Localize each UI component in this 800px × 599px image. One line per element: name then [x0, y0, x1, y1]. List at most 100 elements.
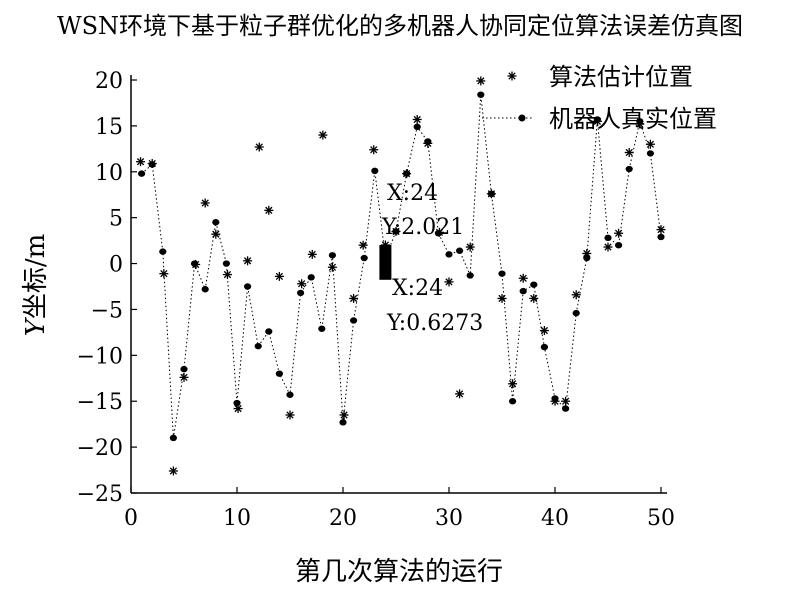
- estimated-position-point: [412, 114, 422, 124]
- y-tick-label: 10: [95, 161, 123, 186]
- estimated-position-point: [274, 271, 284, 281]
- estimated-position-point: [592, 116, 602, 126]
- real-position-point: [466, 272, 474, 279]
- chart-title: WSN环境下基于粒子群优化的多机器人协同定位算法误差仿真图: [57, 12, 743, 40]
- legend-estimated-marker: [507, 71, 517, 81]
- real-position-point: [339, 419, 347, 426]
- real-position-point: [615, 242, 623, 249]
- estimated-position-point: [254, 142, 264, 152]
- estimated-position-point: [358, 240, 368, 250]
- real-position-point: [456, 247, 464, 254]
- data-tip-estimated-x: X:24: [387, 181, 438, 206]
- estimated-position-point: [571, 290, 581, 300]
- estimated-position-point: [561, 396, 571, 406]
- y-tick-label: 15: [95, 115, 123, 140]
- estimated-position-point: [529, 293, 539, 303]
- estimated-position-point: [233, 404, 243, 414]
- estimated-position-point: [327, 262, 337, 272]
- y-tick-label: 0: [109, 253, 123, 278]
- estimated-position-point: [222, 270, 232, 280]
- real-position-point: [275, 370, 283, 377]
- estimated-position-point: [243, 256, 253, 266]
- real-position-point: [625, 165, 633, 173]
- estimated-position-point: [635, 119, 645, 129]
- real-position-point: [233, 399, 241, 407]
- estimated-position-point: [147, 159, 157, 169]
- real-position-point: [350, 317, 358, 324]
- real-position-point: [159, 248, 167, 255]
- y-tick-label: −15: [77, 390, 123, 415]
- plot-axes: [130, 75, 667, 494]
- y-tick-label: −20: [77, 436, 123, 461]
- x-tick-label: 50: [647, 506, 675, 531]
- real-position-point: [477, 91, 485, 98]
- data-tip-real-y: Y:0.6273: [386, 311, 483, 336]
- real-position-point: [180, 365, 188, 373]
- estimated-position-point: [349, 293, 359, 303]
- real-position-point: [254, 342, 262, 350]
- real-position-point: [201, 286, 209, 293]
- estimated-position-point: [307, 249, 317, 259]
- real-position-point: [657, 233, 665, 241]
- estimated-position-point: [391, 226, 401, 236]
- real-position-point: [212, 219, 220, 226]
- estimated-position-point: [211, 229, 221, 239]
- real-position-point: [244, 283, 252, 290]
- real-position-point: [138, 170, 146, 177]
- real-position-line: [141, 94, 662, 439]
- real-position-point: [562, 405, 570, 412]
- y-tick-label: −10: [77, 344, 123, 369]
- real-position-point: [646, 150, 655, 157]
- real-position-point: [286, 391, 294, 398]
- y-axis-label-italic: Y: [21, 316, 51, 336]
- real-position-point: [583, 254, 591, 262]
- x-axis-label: 第几次算法的运行: [295, 557, 503, 587]
- estimated-position-point: [550, 396, 560, 406]
- estimated-position-point: [434, 227, 444, 237]
- estimated-position-point: [369, 145, 379, 155]
- y-tick-label: −5: [91, 298, 123, 323]
- x-tick-label: 10: [223, 506, 251, 531]
- real-position-point: [360, 254, 368, 262]
- real-position-point: [445, 251, 453, 258]
- estimated-position-point: [264, 205, 274, 215]
- estimated-position-point: [191, 259, 201, 269]
- estimated-position-point: [614, 228, 624, 238]
- y-axis-label-unit: 坐标/m: [21, 234, 51, 319]
- estimated-position-point: [444, 277, 454, 287]
- estimated-position-point: [159, 269, 169, 279]
- real-position-point: [519, 287, 527, 295]
- x-tick-label: 30: [435, 506, 463, 531]
- real-position-point: [222, 260, 230, 267]
- estimated-position-point: [624, 148, 634, 158]
- real-position-point: [265, 328, 273, 335]
- y-axis-label: Y坐标/m: [21, 234, 51, 337]
- real-position-point: [413, 123, 421, 131]
- estimated-position-point: [339, 410, 349, 420]
- real-position-point: [169, 434, 177, 442]
- y-tick-group: 20 15 10 5 0 −5 −10 −15 −20 −25: [77, 69, 137, 507]
- estimated-position-point: [179, 372, 189, 382]
- estimated-position-point: [465, 242, 475, 252]
- data-tip-estimated-y: Y:2.021: [381, 215, 464, 240]
- estimated-position-point: [200, 198, 210, 208]
- legend-real-marker: [518, 114, 526, 122]
- estimated-position-point: [518, 273, 528, 283]
- real-position-point: [371, 167, 379, 175]
- x-tick-group: 0 10 20 30 40 50: [124, 487, 675, 531]
- real-position-point: [508, 398, 517, 405]
- real-position-series: [138, 91, 665, 442]
- x-tick-label: 40: [541, 506, 569, 531]
- estimated-position-point: [402, 169, 412, 179]
- x-tick-label: 0: [124, 506, 138, 531]
- x-tick-label: 20: [329, 506, 357, 531]
- estimated-position-point: [297, 279, 307, 289]
- real-position-point: [498, 270, 506, 277]
- estimated-position-point: [539, 326, 549, 336]
- estimated-position-point: [486, 189, 496, 199]
- estimated-position-point: [318, 130, 328, 140]
- data-tip-real-x: X:24: [392, 276, 443, 301]
- legend-estimated-label: 算法估计位置: [549, 63, 693, 91]
- legend-real-label: 机器人真实位置: [549, 105, 717, 133]
- estimated-position-point: [645, 139, 655, 149]
